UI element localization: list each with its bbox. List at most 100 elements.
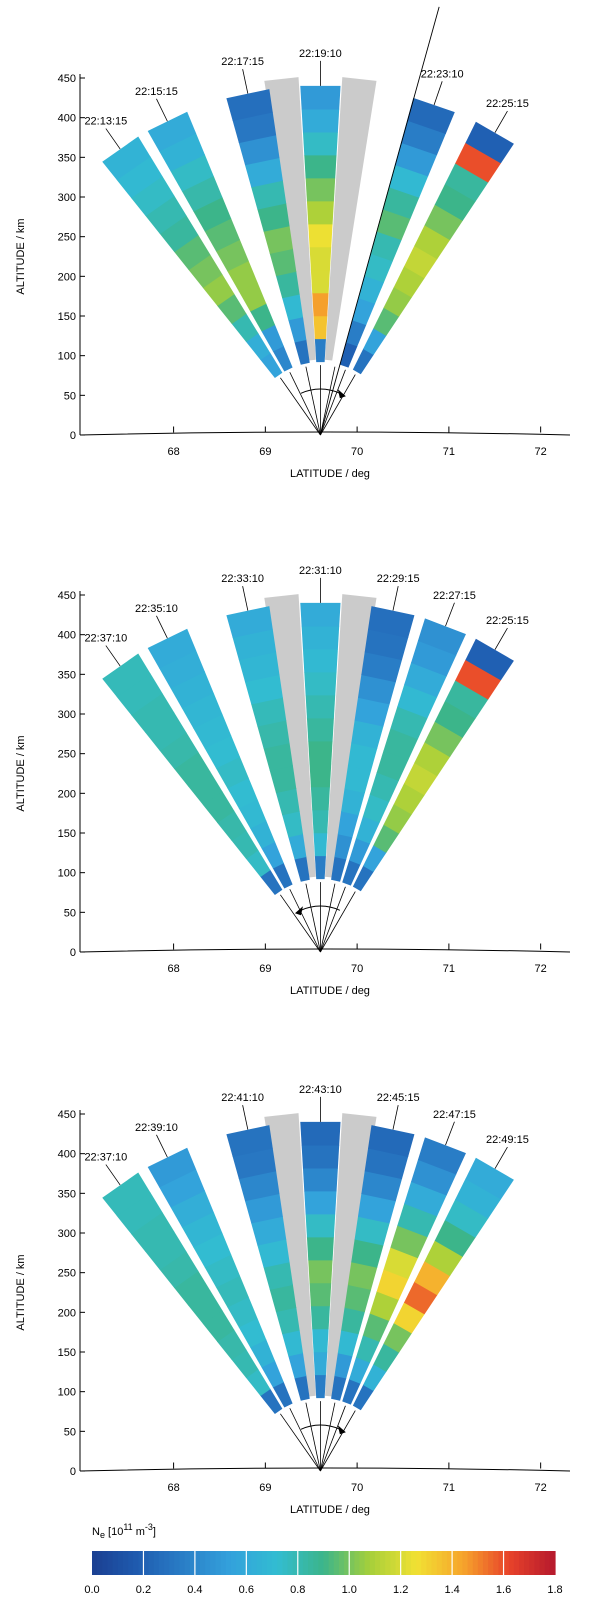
beam-cell — [455, 142, 502, 183]
label-leader — [105, 1164, 121, 1186]
beam-cell — [347, 1261, 378, 1290]
beam-cell — [424, 721, 463, 758]
beam-time-label: 22:17:15 — [221, 56, 264, 68]
beam-cell — [306, 200, 334, 225]
beam-cell — [282, 293, 304, 321]
beam-cell — [301, 108, 340, 133]
beam-cell — [455, 1178, 502, 1219]
axes: 0 50 100 150 200 250 300 350 400 450 68 69 70 71 72 LAT… — [15, 73, 571, 480]
beam-cell — [361, 1170, 403, 1202]
beam-cell — [357, 1193, 396, 1224]
beam-cell — [238, 798, 267, 829]
beam-22:35:10 — [147, 628, 293, 889]
beam-cell — [313, 315, 328, 340]
colorbar-cell — [446, 1551, 453, 1575]
colorbar-cell — [102, 1551, 109, 1575]
beam-cell — [238, 651, 280, 683]
colorbar-tick-label: 0.2 — [136, 1584, 151, 1596]
beam-cell — [231, 313, 259, 342]
colorbar-cell — [482, 1551, 489, 1575]
beam-22:37:10 — [102, 653, 283, 895]
colorbar-cell — [236, 1551, 242, 1575]
beam-cell — [245, 332, 271, 360]
beam-22:37:10 — [102, 1172, 283, 1414]
beam-time-label: 22:49:15 — [486, 1134, 529, 1146]
label-leader — [242, 1105, 249, 1130]
beam-cell — [300, 85, 341, 110]
beam-cell — [257, 1238, 290, 1268]
colorbar-cell — [452, 1551, 458, 1575]
beam-cell — [361, 651, 403, 683]
y-tick-label: 100 — [58, 351, 76, 363]
beam-cell — [357, 674, 396, 705]
beam-cell — [232, 628, 277, 661]
beam-cell — [373, 1343, 400, 1372]
beam-cell — [181, 1211, 223, 1248]
beam-cell — [147, 1147, 197, 1188]
beam-cell — [312, 292, 329, 317]
beam-cell — [227, 260, 258, 292]
beam-cell — [331, 1375, 347, 1401]
beam-cell — [304, 154, 337, 179]
beam-cell — [159, 732, 199, 770]
beam-time-label: 22:27:15 — [433, 590, 476, 602]
colorbar-cell — [544, 1551, 551, 1575]
beam-cell — [404, 662, 447, 698]
beam-cell — [341, 1307, 365, 1335]
y-tick-label: 50 — [64, 390, 76, 402]
beam-cell — [404, 762, 438, 796]
colorbar-cell — [148, 1551, 155, 1575]
colorbar-cell — [230, 1551, 237, 1575]
beam-cell — [260, 352, 283, 378]
beam-time-label: 22:37:10 — [84, 1152, 127, 1164]
beam-cell — [465, 121, 514, 164]
y-tick-label: 50 — [64, 1426, 76, 1438]
panel-middle: 22:37:10 22:35:10 22:33:10 22:31:10 22:29:15… — [15, 565, 571, 997]
beam-cell — [312, 809, 329, 834]
beam-cell — [116, 673, 163, 716]
beam-cell — [364, 628, 409, 661]
gray-sector — [325, 77, 377, 361]
y-tick-label: 300 — [58, 709, 76, 721]
beam-cell — [363, 844, 387, 873]
colorbar-cell — [421, 1551, 427, 1575]
beam-time-label: 22:33:10 — [221, 573, 264, 585]
beam-time-label: 22:25:15 — [486, 615, 529, 627]
beam-22:47:15 — [342, 1137, 466, 1405]
beam-cell — [294, 1375, 310, 1401]
beam-cell — [309, 763, 332, 788]
beam-cell — [251, 697, 287, 727]
beam-cell — [181, 692, 223, 729]
colorbar-cell — [302, 1551, 309, 1575]
beam-cell — [376, 1269, 409, 1301]
beam-cell — [204, 218, 240, 252]
beam-cell — [193, 1232, 232, 1268]
colorbar-tick-label: 0.6 — [239, 1584, 254, 1596]
beam-cell — [368, 1125, 415, 1157]
beam-cell — [147, 628, 197, 669]
colorbar-cell — [261, 1551, 268, 1575]
beam-cell — [170, 1190, 214, 1228]
colorbar-cell — [97, 1551, 103, 1575]
beam-cell — [355, 1334, 380, 1363]
beam-cell — [275, 788, 300, 816]
x-axis-label: LATITUDE / deg — [290, 468, 370, 480]
beam-cell — [404, 1181, 447, 1217]
colorbar-cell — [539, 1551, 546, 1575]
beam-22:41:10 — [226, 1125, 310, 1401]
colorbar-cell — [164, 1551, 170, 1575]
colorbar-cell — [215, 1551, 222, 1575]
beam-cell — [312, 1328, 329, 1353]
beam-22:49:15 — [352, 1157, 514, 1411]
x-tick-label: 69 — [259, 446, 271, 458]
colorbar: 0.0 0.2 0.4 0.6 0.8 1.0 1.2 1.4 1.6 1.8 Ne​ [1011​… — [84, 1522, 562, 1596]
beam-22:33:10 — [226, 606, 310, 882]
beam-cell — [424, 1240, 463, 1277]
beam-cell — [308, 223, 333, 248]
beam-time-label: 22:23:10 — [421, 68, 464, 80]
beam-cell — [434, 700, 476, 738]
label-leader — [392, 1105, 399, 1130]
colorbar-cell — [179, 1551, 186, 1575]
colorbar-cell — [323, 1551, 330, 1575]
colorbar-tick-label: 1.2 — [393, 1584, 408, 1596]
